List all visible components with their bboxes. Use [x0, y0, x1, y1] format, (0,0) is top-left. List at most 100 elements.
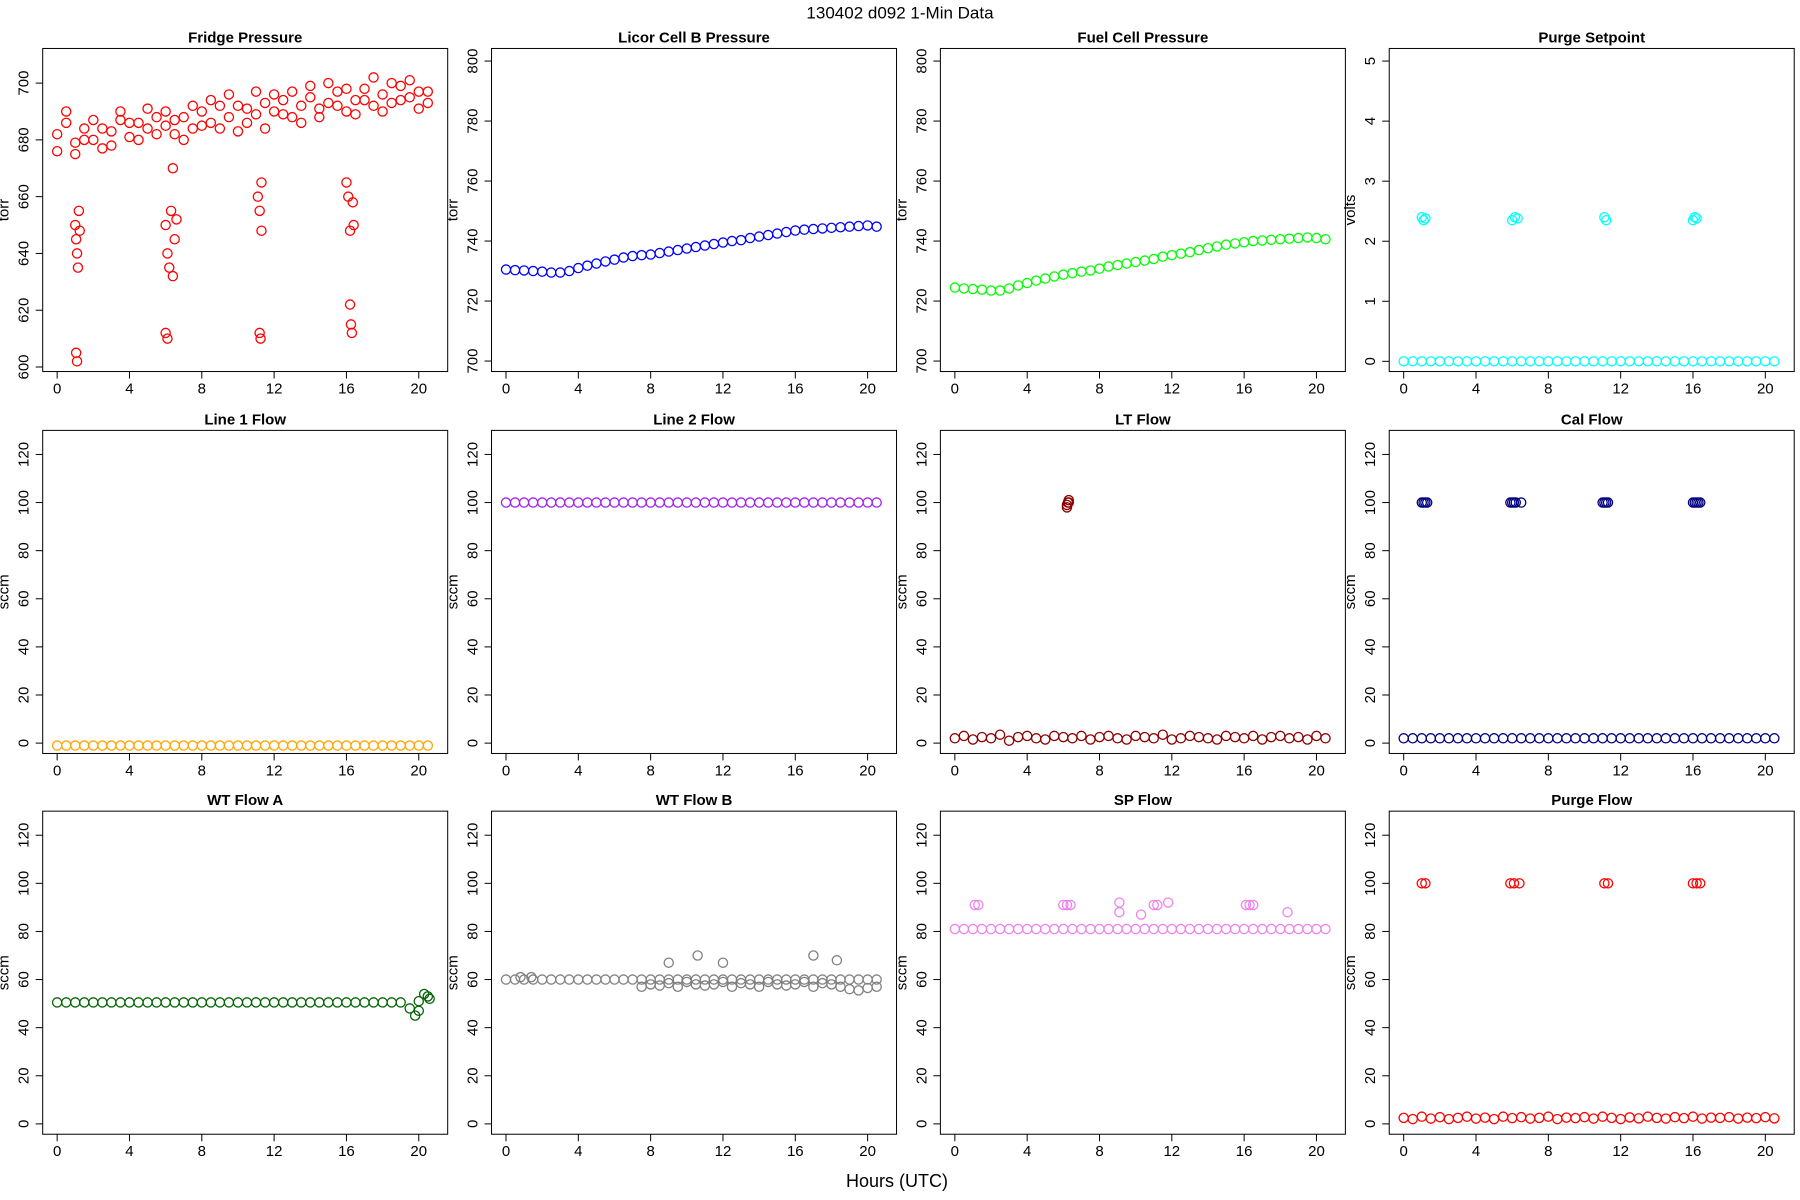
data-point — [1461, 733, 1473, 744]
panel: Fridge Pressure torr 600 620 640 660 680 700 0 4 8… — [0, 29, 449, 398]
data-point — [591, 974, 602, 985]
panel-title: WT Flow B — [656, 792, 733, 809]
y-tick-label: 40 — [1362, 1019, 1379, 1036]
data-point — [332, 100, 343, 112]
data-point — [1669, 356, 1681, 367]
data-point — [214, 997, 226, 1008]
y-tick-label: 0 — [1362, 357, 1379, 365]
data-point — [1651, 356, 1663, 367]
x-tick-label: 20 — [410, 381, 427, 398]
x-tick-label: 12 — [1163, 762, 1180, 779]
y-tick-label: 640 — [16, 241, 33, 266]
data-point — [1687, 733, 1699, 744]
data-point — [1184, 730, 1196, 742]
y-tick-label: 0 — [1362, 739, 1379, 747]
data-point — [133, 117, 144, 129]
data-point — [1061, 502, 1073, 513]
data-point — [1714, 356, 1726, 367]
data-point — [169, 997, 180, 1008]
data-point — [1157, 729, 1169, 740]
plot-frame — [42, 810, 449, 1135]
y-tick-label: 80 — [16, 542, 33, 559]
y-tick-label: 120 — [465, 823, 482, 848]
data-point — [1751, 733, 1762, 744]
data-point — [1416, 356, 1428, 367]
data-point — [1579, 733, 1590, 744]
data-point — [1579, 356, 1590, 367]
x-tick-label: 16 — [1685, 1143, 1702, 1160]
data-point — [386, 77, 397, 89]
data-point — [115, 106, 126, 117]
plot-frame — [42, 429, 449, 754]
data-point — [1067, 923, 1078, 935]
data-point — [1076, 266, 1087, 277]
x-tick-label: 0 — [53, 762, 61, 779]
data-point — [323, 740, 334, 751]
data-point — [196, 120, 208, 131]
plot-frame — [491, 429, 898, 754]
data-point — [844, 221, 855, 232]
data-point — [645, 249, 656, 260]
data-point — [250, 86, 262, 97]
y-tick-label: 80 — [913, 542, 930, 559]
data-point — [831, 955, 843, 966]
data-point — [1202, 733, 1214, 744]
data-point — [1266, 234, 1277, 246]
data-point — [1282, 906, 1293, 918]
data-point — [323, 77, 334, 89]
data-point — [1651, 1112, 1663, 1124]
data-point — [1689, 211, 1701, 223]
data-point — [1420, 878, 1431, 889]
y-tick-label: 700 — [16, 71, 33, 96]
y-tick-label: 100 — [913, 490, 930, 515]
data-point — [609, 974, 620, 985]
plot-frame — [491, 810, 898, 1135]
data-point — [1275, 233, 1286, 245]
data-point — [169, 128, 180, 140]
x-tick-label: 16 — [1685, 381, 1702, 398]
data-point — [1418, 214, 1429, 226]
data-point — [162, 248, 173, 259]
data-point — [1705, 1112, 1717, 1123]
y-tick-label: 700 — [465, 349, 482, 374]
y-tick-label: 40 — [16, 639, 33, 656]
data-point — [205, 94, 217, 106]
data-point — [1543, 733, 1554, 744]
y-tick-label: 600 — [16, 354, 33, 379]
y-tick-label: 760 — [913, 169, 930, 194]
data-point — [1152, 899, 1163, 911]
data-point — [976, 284, 988, 295]
data-point — [1407, 1113, 1418, 1125]
data-point — [771, 228, 783, 239]
data-point — [413, 740, 425, 751]
data-point — [591, 258, 602, 269]
x-tick-label: 4 — [1023, 762, 1031, 779]
data-point — [690, 497, 702, 508]
plot-frame — [939, 429, 1346, 754]
data-point — [1488, 1113, 1500, 1125]
data-point — [1760, 733, 1771, 744]
panel-title: SP Flow — [1114, 792, 1172, 809]
data-point — [51, 128, 63, 140]
data-point — [808, 223, 819, 235]
data-point — [573, 262, 584, 274]
plot-frame — [1388, 47, 1795, 373]
y-tick-label: 0 — [1362, 1120, 1379, 1128]
data-point — [545, 974, 557, 985]
data-point — [663, 957, 674, 968]
data-point — [1130, 923, 1141, 935]
data-point — [609, 254, 620, 265]
data-point — [350, 109, 361, 120]
y-tick-label: 120 — [465, 442, 482, 467]
data-point — [958, 283, 970, 294]
data-point — [1443, 356, 1455, 367]
data-point — [386, 97, 397, 109]
data-point — [1293, 232, 1304, 244]
data-point — [1696, 1113, 1708, 1124]
data-point — [223, 740, 235, 751]
x-tick-label: 20 — [1308, 762, 1325, 779]
data-point — [1139, 923, 1150, 935]
data-point — [295, 100, 307, 112]
data-point — [377, 740, 388, 751]
data-point — [1040, 273, 1051, 284]
